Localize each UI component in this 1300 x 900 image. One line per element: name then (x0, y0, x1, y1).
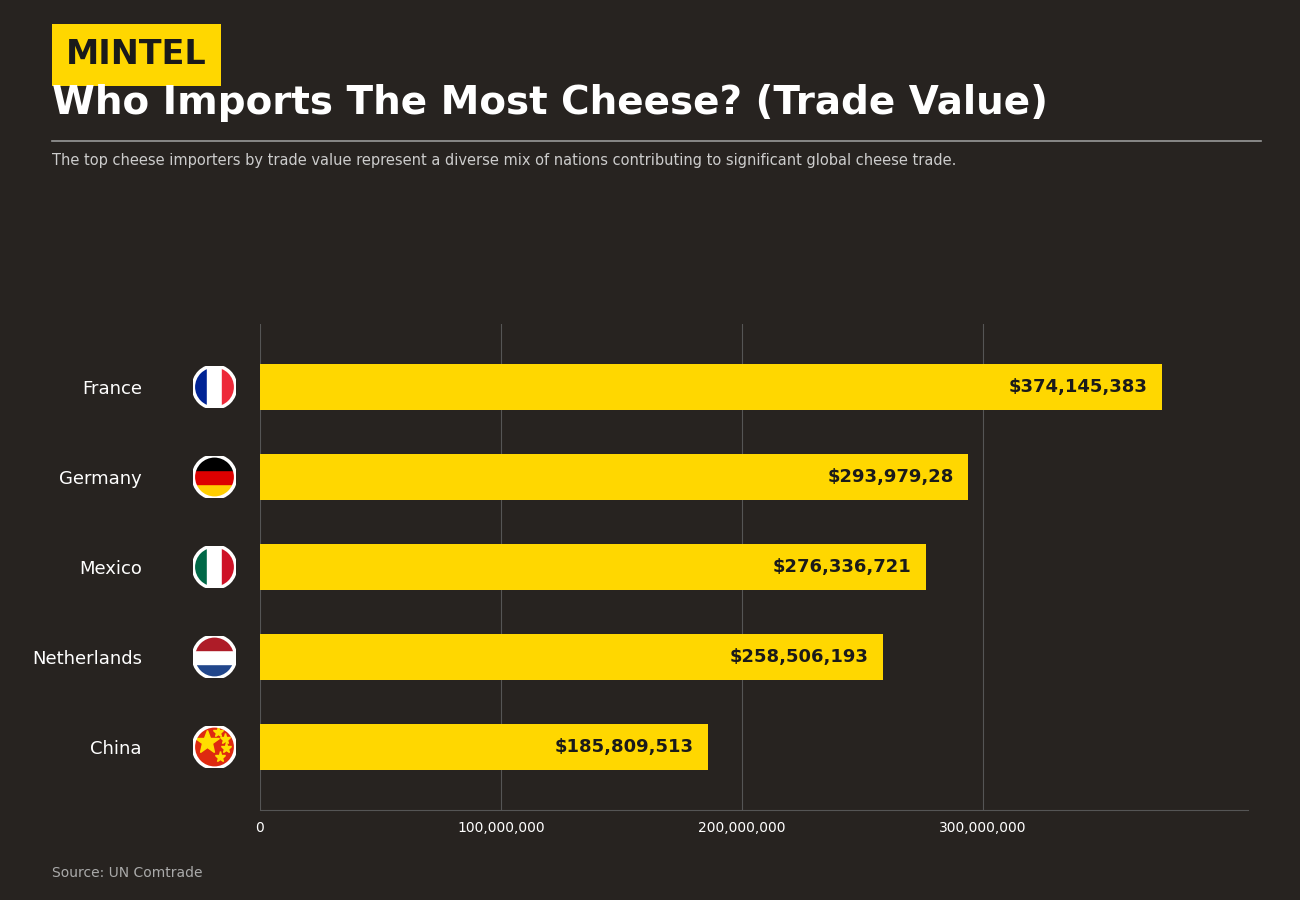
Bar (194, 484, 235, 499)
Bar (194, 456, 235, 470)
Text: $293,979,28: $293,979,28 (828, 468, 954, 486)
Circle shape (194, 456, 235, 499)
Bar (194, 545, 208, 589)
Text: $185,809,513: $185,809,513 (554, 738, 693, 756)
Text: MINTEL: MINTEL (66, 39, 207, 71)
Text: $374,145,383: $374,145,383 (1009, 378, 1147, 396)
Bar (208, 545, 221, 589)
Circle shape (194, 725, 235, 768)
Bar (221, 365, 235, 408)
Bar (194, 650, 235, 664)
Bar (194, 365, 208, 408)
Bar (260, 454, 968, 500)
Circle shape (194, 635, 235, 679)
Circle shape (194, 545, 235, 589)
Bar (194, 470, 235, 484)
Bar (260, 544, 926, 590)
Text: The top cheese importers by trade value represent a diverse mix of nations contr: The top cheese importers by trade value … (52, 153, 957, 168)
Bar (208, 365, 221, 408)
Bar (260, 724, 707, 770)
Text: Source: UN Comtrade: Source: UN Comtrade (52, 866, 203, 880)
Text: $258,506,193: $258,506,193 (729, 648, 868, 666)
Circle shape (194, 725, 235, 768)
Bar (194, 664, 235, 679)
Text: $276,336,721: $276,336,721 (772, 558, 911, 576)
Circle shape (194, 365, 235, 408)
Bar (260, 364, 1162, 410)
Bar (194, 635, 235, 650)
Text: Who Imports The Most Cheese? (Trade Value): Who Imports The Most Cheese? (Trade Valu… (52, 84, 1048, 122)
Bar (221, 545, 235, 589)
Bar (260, 634, 883, 680)
